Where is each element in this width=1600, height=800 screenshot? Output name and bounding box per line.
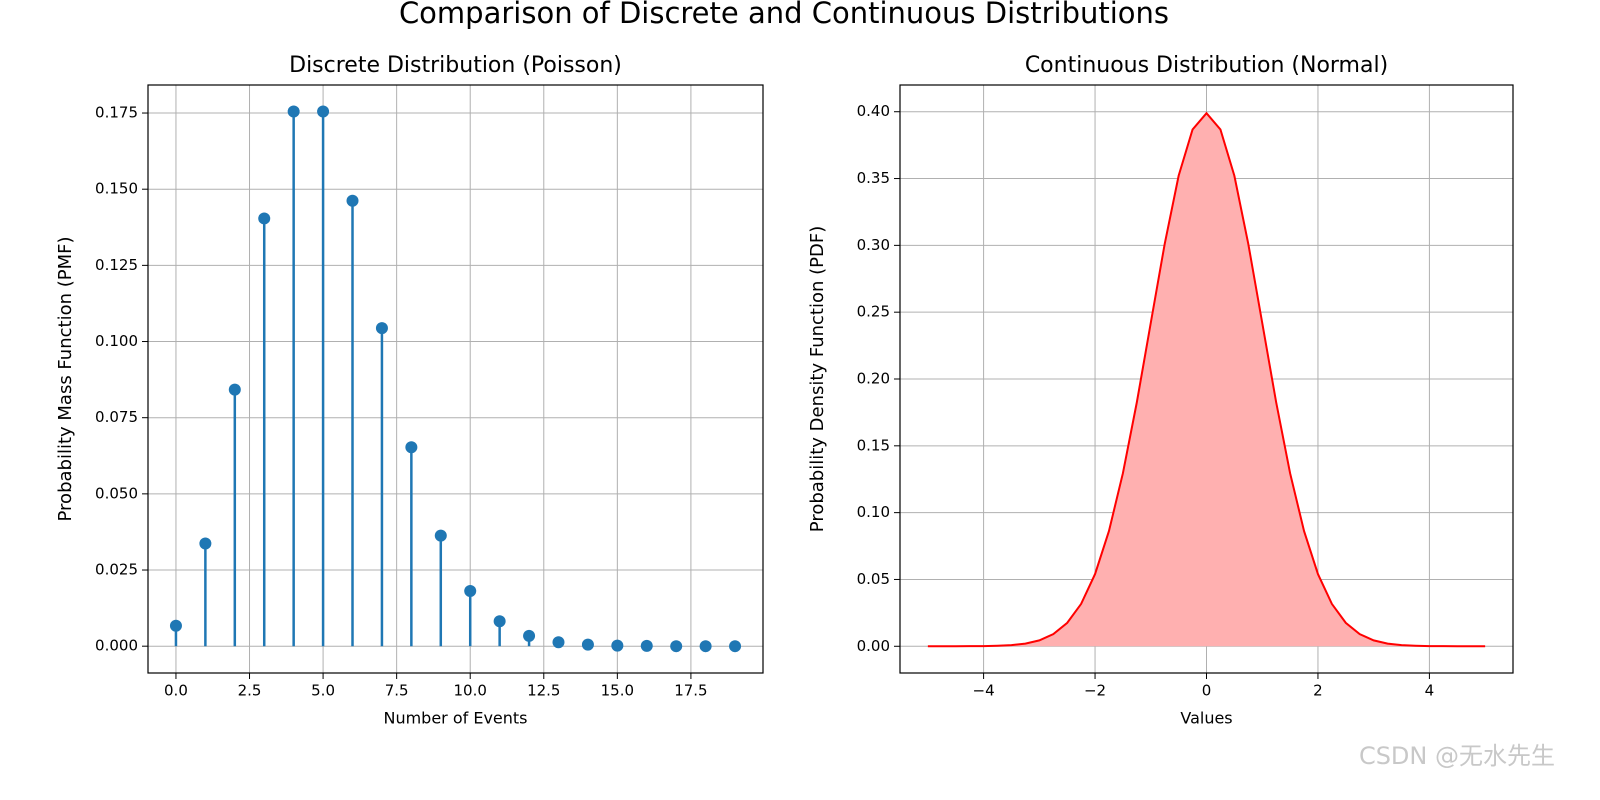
y-tick-label: 0.075 <box>95 408 138 426</box>
stem-marker <box>523 629 536 642</box>
y-tick-label: 0.125 <box>95 256 138 274</box>
x-tick-label: 7.5 <box>385 682 409 700</box>
y-tick-label: 0.25 <box>857 303 890 321</box>
stem-marker <box>375 322 388 335</box>
x-tick-label: 5.0 <box>311 682 335 700</box>
y-tick-label: 0.100 <box>95 332 138 350</box>
stem-marker <box>464 585 477 598</box>
stem-marker <box>317 105 330 118</box>
x-axis-label: Values <box>1180 709 1232 728</box>
y-tick-label: 0.05 <box>857 570 890 588</box>
x-tick-label: 10.0 <box>454 682 487 700</box>
stem-marker <box>346 194 359 207</box>
stem-marker <box>405 441 418 454</box>
line <box>927 111 1486 648</box>
stem-marker <box>611 639 624 652</box>
y-axis-label: Probability Mass Function (PMF) <box>55 237 76 522</box>
x-tick-label: 0 <box>1202 682 1212 700</box>
y-tick-label: 0.175 <box>95 104 138 122</box>
y-tick-label: 0.35 <box>857 169 890 187</box>
stem-marker <box>434 529 447 542</box>
stem-marker <box>552 636 565 649</box>
figure-title: Comparison of Discrete and Continuous Di… <box>399 0 1169 30</box>
y-tick-label: 0.40 <box>857 102 890 120</box>
stem-marker <box>287 105 300 118</box>
y-tick-label: 0.15 <box>857 436 890 454</box>
x-tick-label: 0.0 <box>164 682 188 700</box>
stem-marker <box>169 619 182 632</box>
y-tick-label: 0.150 <box>95 180 138 198</box>
y-tick-label: 0.050 <box>95 484 138 502</box>
area-fill <box>927 113 1486 647</box>
x-axis-label: Number of Events <box>383 709 527 728</box>
y-tick-label: 0.10 <box>857 503 890 521</box>
axes-frame <box>899 84 1514 674</box>
y-tick-label: 0.00 <box>857 637 890 655</box>
x-tick-label: 17.5 <box>674 682 707 700</box>
stem-marker <box>670 640 683 653</box>
stem-marker <box>228 383 241 396</box>
stem-marker <box>493 615 506 628</box>
x-tick-label: 4 <box>1425 682 1435 700</box>
y-tick-label: 0.20 <box>857 370 890 388</box>
chart-title: Continuous Distribution (Normal) <box>1025 53 1388 78</box>
y-tick-label: 0.025 <box>95 561 138 579</box>
stem-marker <box>258 212 271 225</box>
x-tick-label: 12.5 <box>527 682 560 700</box>
chart-title: Discrete Distribution (Poisson) <box>289 53 622 78</box>
stem-marker <box>729 640 742 653</box>
y-axis-label: Probability Density Function (PDF) <box>807 226 828 532</box>
x-tick-label: 2.5 <box>238 682 262 700</box>
x-tick-label: −2 <box>1084 682 1106 700</box>
axes-frame <box>147 84 764 674</box>
watermark: CSDN @无水先生 <box>1359 742 1555 770</box>
x-tick-label: 15.0 <box>601 682 634 700</box>
x-tick-label: −4 <box>973 682 995 700</box>
stem-marker <box>199 537 212 550</box>
y-tick-label: 0.30 <box>857 236 890 254</box>
y-tick-label: 0.000 <box>95 637 138 655</box>
stem-marker <box>699 640 712 653</box>
x-tick-label: 2 <box>1313 682 1323 700</box>
stem-marker <box>640 639 653 652</box>
stem-marker <box>581 638 594 651</box>
